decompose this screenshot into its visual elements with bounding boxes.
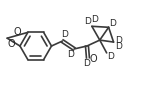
Text: O: O xyxy=(89,54,97,64)
Text: D: D xyxy=(115,36,122,45)
Text: D: D xyxy=(91,15,98,24)
Text: D: D xyxy=(83,59,90,68)
Text: D: D xyxy=(109,19,116,28)
Text: D: D xyxy=(61,30,68,39)
Text: O: O xyxy=(7,39,15,49)
Text: O: O xyxy=(13,27,21,37)
Text: D: D xyxy=(107,52,114,61)
Text: D: D xyxy=(67,50,74,59)
Text: D: D xyxy=(85,17,91,26)
Text: D: D xyxy=(115,41,122,50)
